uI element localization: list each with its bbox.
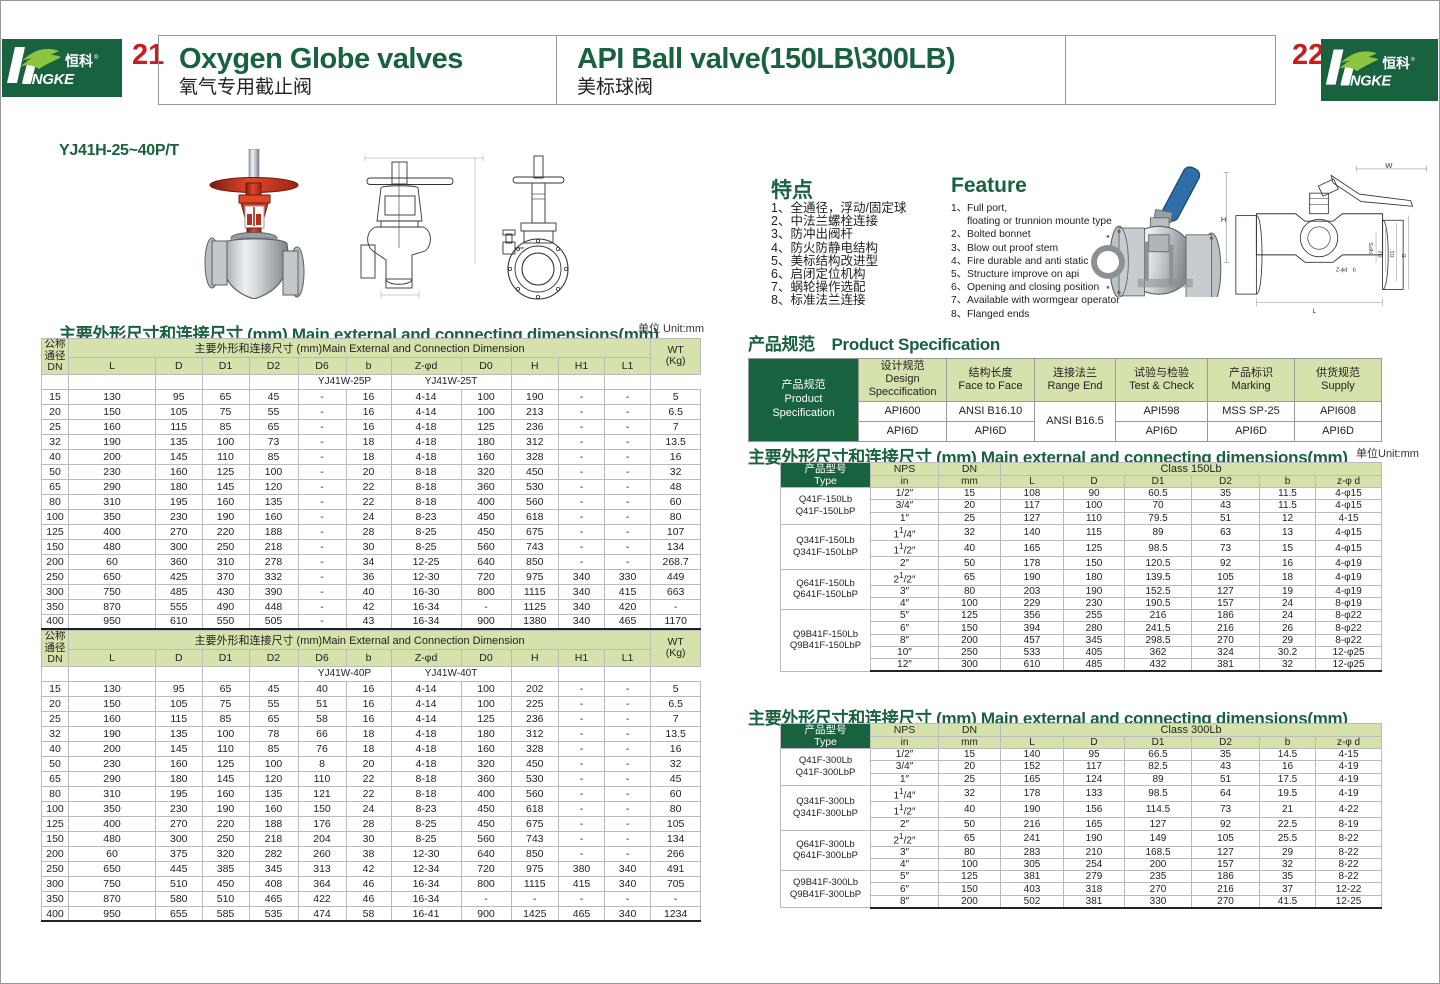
svg-text:恒科: 恒科 — [1382, 55, 1410, 71]
svg-text:Z-ϕd: Z-ϕd — [1336, 268, 1348, 274]
svg-text:®: ® — [94, 54, 99, 61]
svg-text:D1: D1 — [1390, 251, 1396, 258]
svg-text:H: H — [1221, 215, 1226, 224]
svg-text:ENGKE: ENGKE — [1341, 74, 1393, 90]
svg-text:®: ® — [1411, 56, 1416, 63]
svg-text:NPS: NPS — [1369, 242, 1375, 254]
svg-text:W: W — [1385, 161, 1393, 170]
svg-text:D: D — [1402, 254, 1408, 258]
svg-text:恒科: 恒科 — [65, 53, 93, 69]
svg-text:D2: D2 — [1379, 251, 1385, 258]
svg-text:ENGKE: ENGKE — [22, 71, 75, 88]
svg-text:b: b — [1353, 268, 1356, 274]
svg-text:L: L — [1312, 308, 1316, 315]
